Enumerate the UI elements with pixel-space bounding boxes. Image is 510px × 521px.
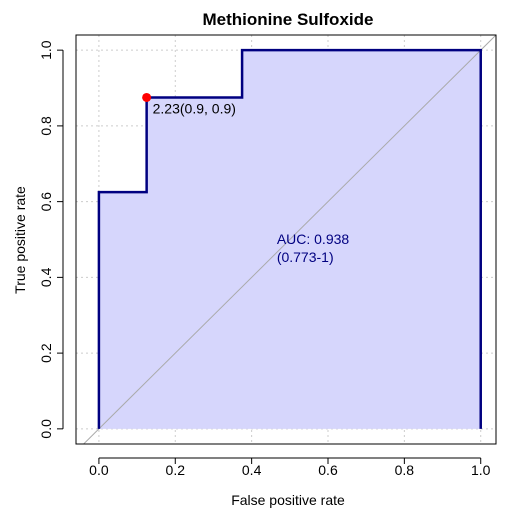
x-tick-label: 0.0	[89, 462, 109, 478]
chart-title: Methionine Sulfoxide	[203, 10, 374, 29]
plot-area	[82, 35, 496, 444]
plot-frame	[75, 34, 497, 445]
best-threshold-label: 2.23(0.9, 0.9)	[153, 100, 236, 116]
x-axis-title: False positive rate	[231, 492, 345, 508]
x-tick-label: 0.6	[318, 462, 338, 478]
y-tick-label: 0.8	[38, 116, 54, 136]
y-tick-label: 1.0	[38, 40, 54, 60]
y-tick-label: 0.4	[38, 267, 54, 287]
y-tick-label: 0.6	[38, 192, 54, 212]
x-tick-label: 1.0	[471, 462, 491, 478]
roc-curve	[97, 48, 482, 429]
x-axis: 0.0 0.2 0.4 0.6 0.8 1.0	[89, 457, 491, 478]
x-tick-label: 0.4	[242, 462, 262, 478]
diagonal-line	[82, 35, 496, 444]
y-axis-title: True positive rate	[12, 186, 28, 294]
x-tick-label: 0.8	[395, 462, 415, 478]
best-threshold-point	[142, 92, 152, 102]
y-tick-label: 0.2	[38, 343, 54, 363]
y-axis: 0.0 0.2 0.4 0.6 0.8 1.0	[38, 40, 64, 439]
annotations: 2.23(0.9, 0.9) AUC: 0.938 (0.773-1)	[142, 92, 350, 265]
y-tick-label: 0.0	[38, 419, 54, 439]
auc-value-label: AUC: 0.938	[277, 231, 350, 247]
x-tick-label: 0.2	[166, 462, 186, 478]
auc-ci-label: (0.773-1)	[277, 249, 334, 265]
